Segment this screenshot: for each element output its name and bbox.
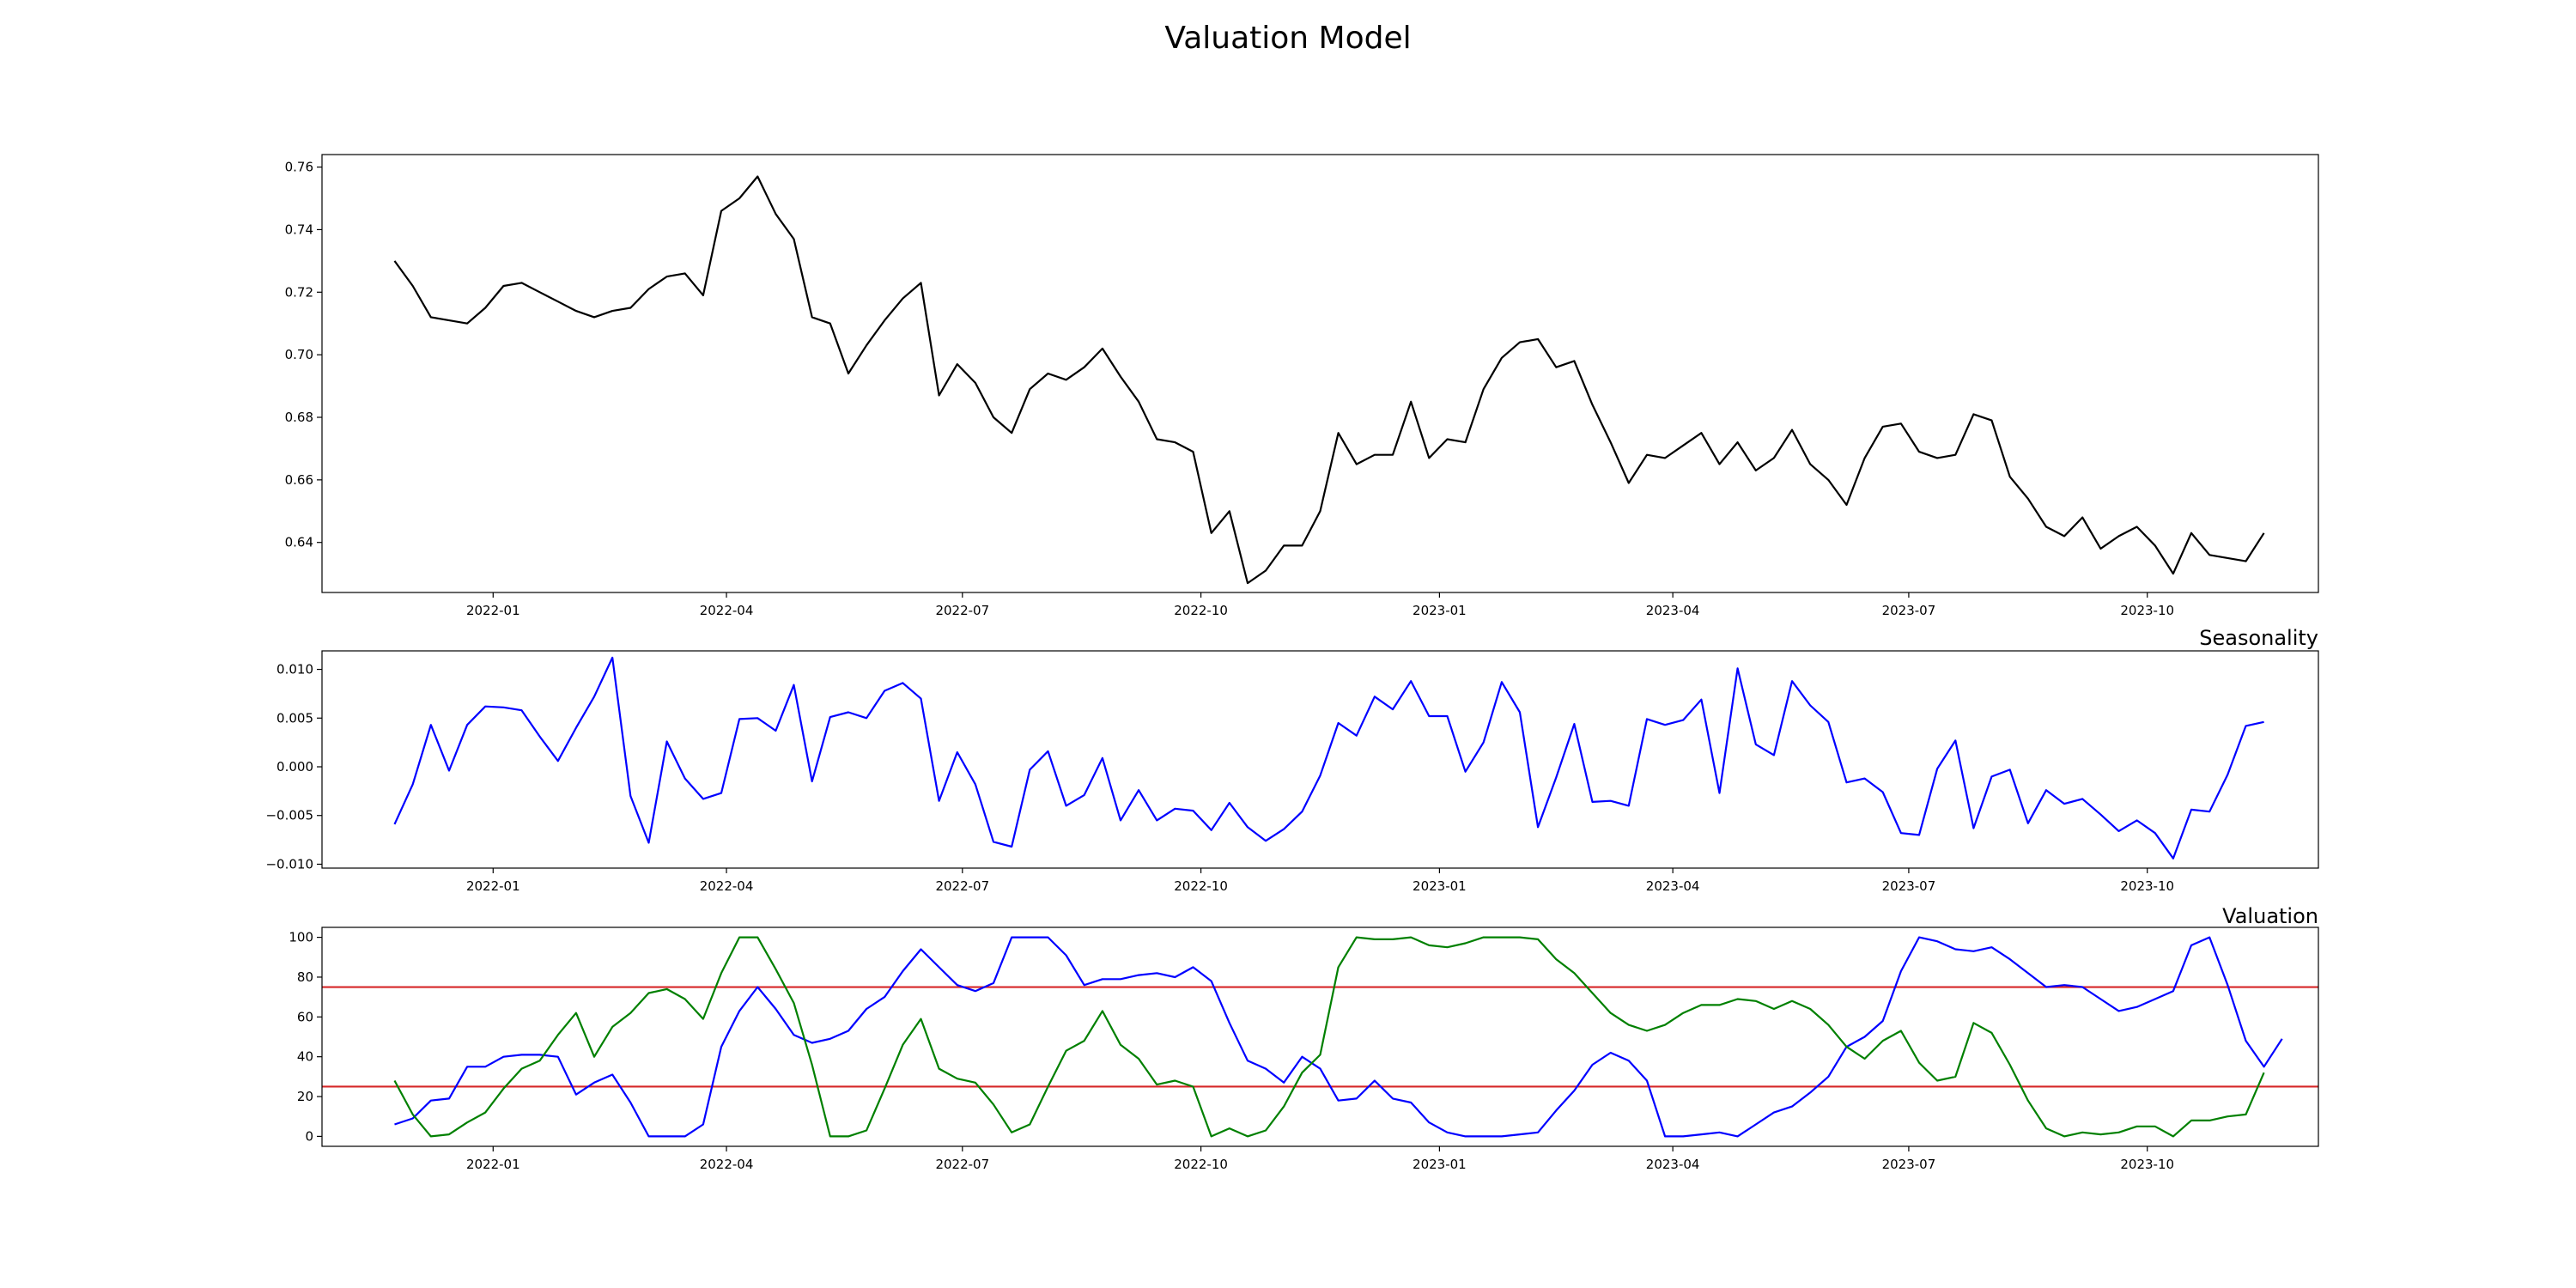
- plot-frame: [321, 650, 2319, 869]
- series-line-0: [394, 936, 2283, 1138]
- price-panel: 2022-01 2022-04 2022-07 2022-10 2023-01 2023-…: [285, 154, 2319, 618]
- y-tick-label: 0.72: [285, 284, 313, 300]
- x-tick-label: 2022-04: [700, 878, 754, 894]
- series-line-1: [393, 936, 2265, 1138]
- figure-title: Valuation Model: [1164, 21, 1411, 56]
- series-line-0: [393, 175, 2265, 585]
- seasonality-panel: Seasonality 2022-01 2022-04 2022-07 2022-10…: [265, 626, 2319, 894]
- x-tick-label: 2022-07: [935, 603, 989, 618]
- y-tick-label: 0.66: [285, 472, 313, 488]
- y-tick-label: 0.74: [285, 222, 313, 237]
- y-tick-label: 80: [297, 969, 313, 985]
- x-tick-label: 2023-01: [1413, 603, 1467, 618]
- x-tick-label: 2023-01: [1413, 1157, 1467, 1172]
- x-tick-label: 2023-07: [1882, 1157, 1936, 1172]
- x-tick-label: 2022-07: [935, 878, 989, 894]
- seasonality-title: Seasonality: [2199, 626, 2318, 650]
- x-tick-label: 2023-10: [2120, 603, 2174, 618]
- y-tick-label: 0.70: [285, 347, 313, 362]
- x-tick-label: 2023-07: [1882, 878, 1936, 894]
- x-tick-label: 2023-04: [1646, 878, 1700, 894]
- x-tick-label: 2022-10: [1174, 603, 1228, 618]
- y-tick-label: 40: [297, 1049, 313, 1065]
- y-tick-label: −0.010: [265, 856, 313, 872]
- y-tick-label: 0.010: [276, 662, 313, 677]
- x-tick-label: 2022-01: [466, 603, 520, 618]
- plot-frame: [321, 927, 2319, 1147]
- valuation-panel: Valuation 2022-01 2022-04 2022-07 2022-10 20…: [289, 904, 2319, 1172]
- y-tick-label: 100: [289, 930, 313, 945]
- y-tick-label: 0: [305, 1128, 313, 1144]
- plot-frame: [321, 154, 2319, 593]
- x-tick-label: 2022-01: [466, 878, 520, 894]
- x-tick-label: 2023-04: [1646, 1157, 1700, 1172]
- x-tick-label: 2022-04: [700, 603, 754, 618]
- y-tick-label: 0.76: [285, 160, 313, 175]
- x-tick-label: 2023-10: [2120, 878, 2174, 894]
- x-tick-label: 2022-04: [700, 1157, 754, 1172]
- x-tick-label: 2022-07: [935, 1157, 989, 1172]
- x-tick-label: 2023-07: [1882, 603, 1936, 618]
- x-tick-label: 2022-01: [466, 1157, 520, 1172]
- y-tick-label: 0.64: [285, 535, 313, 550]
- y-tick-label: 0.005: [276, 710, 313, 726]
- y-tick-label: 20: [297, 1089, 313, 1104]
- x-tick-label: 2022-10: [1174, 1157, 1228, 1172]
- y-tick-label: −0.005: [265, 808, 313, 823]
- x-tick-label: 2022-10: [1174, 878, 1228, 894]
- series-line-0: [393, 656, 2264, 860]
- y-tick-label: 60: [297, 1009, 313, 1024]
- x-tick-label: 2023-01: [1413, 878, 1467, 894]
- x-tick-label: 2023-10: [2120, 1157, 2174, 1172]
- y-tick-label: 0.68: [285, 410, 313, 425]
- x-tick-label: 2023-04: [1646, 603, 1700, 618]
- valuation-title: Valuation: [2222, 904, 2318, 928]
- y-tick-label: 0.000: [276, 759, 313, 775]
